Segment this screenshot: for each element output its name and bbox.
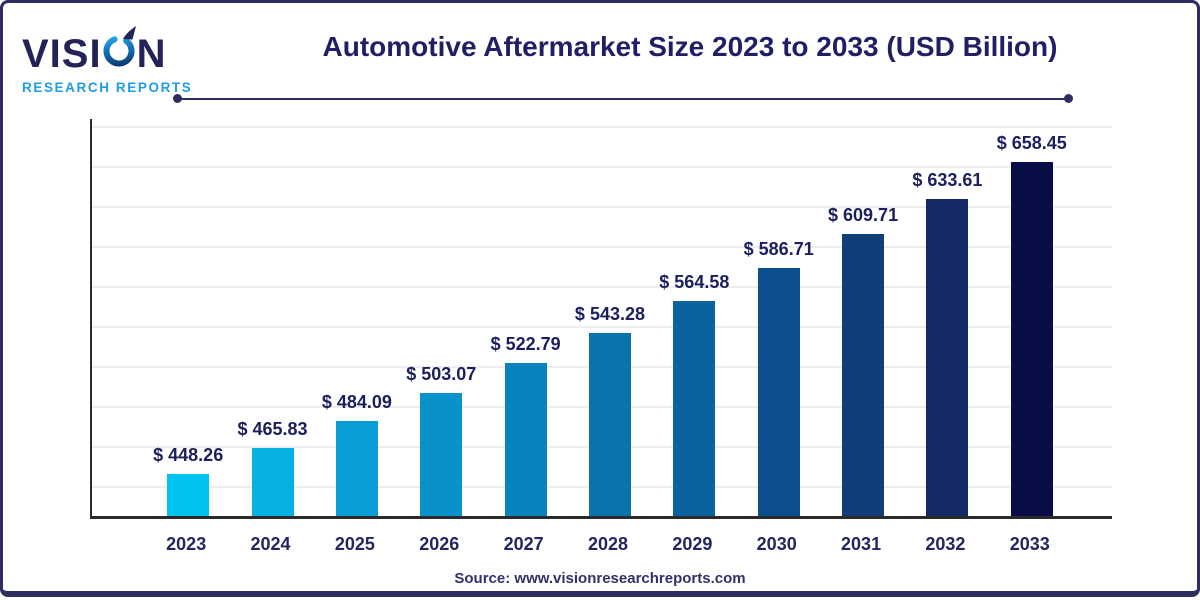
bar-value-label-2031: $ 609.71 bbox=[828, 205, 899, 225]
bar-value-label-2024: $ 465.83 bbox=[237, 419, 308, 439]
bar-2025 bbox=[335, 421, 378, 516]
bar-slot-2033: $ 658.45 bbox=[990, 119, 1074, 516]
bar-slot-2023: $ 448.26 bbox=[146, 119, 230, 516]
x-axis-label-2031: 2031 bbox=[841, 534, 882, 554]
bar-slot-2024: $ 465.83 bbox=[230, 119, 314, 516]
bar-2023 bbox=[167, 474, 210, 516]
underline-left-dot bbox=[173, 94, 182, 103]
x-axis-label-2023: 2023 bbox=[166, 534, 207, 554]
bar-slot-2032: $ 633.61 bbox=[905, 119, 989, 516]
logo-text-post: N bbox=[136, 32, 167, 76]
title-underline bbox=[177, 98, 1068, 100]
logo-text-pre: VISI bbox=[22, 32, 102, 76]
bar-slot-2030: $ 586.71 bbox=[737, 119, 821, 516]
bar-value-label-2025: $ 484.09 bbox=[321, 392, 392, 412]
bar-value-label-2028: $ 543.28 bbox=[574, 304, 646, 324]
bar-value-label-2023: $ 448.26 bbox=[153, 445, 224, 465]
bar-value-label-2029: $ 564.58 bbox=[659, 272, 730, 292]
bar-2028 bbox=[588, 333, 631, 516]
bar-slot-2031: $ 609.71 bbox=[821, 119, 905, 516]
bar-slot-2029: $ 564.58 bbox=[652, 119, 736, 516]
source-attribution: Source: www.visionresearchreports.com bbox=[454, 570, 746, 587]
bar-2031 bbox=[842, 234, 885, 516]
x-axis-labels: 2023 2024 2025 2026 2027 2028 2029 2030 2031 2032… bbox=[144, 534, 1072, 555]
chart-title: Automotive Aftermarket Size 2023 to 2033… bbox=[322, 31, 1058, 62]
bar-2029 bbox=[673, 301, 716, 516]
x-axis-label-2027: 2027 bbox=[503, 534, 544, 554]
bar-slot-2025: $ 484.09 bbox=[315, 119, 399, 516]
logo-wordmark: VISI N bbox=[22, 26, 192, 76]
vision-research-reports-logo: VISI N RESEARCH REPORTS bbox=[22, 26, 192, 95]
bar-2032 bbox=[926, 199, 969, 516]
bar-value-label-2033: $ 658.45 bbox=[996, 133, 1067, 153]
bar-2027 bbox=[504, 363, 547, 516]
bar-value-label-2032: $ 633.61 bbox=[912, 170, 983, 190]
logo-subtitle: RESEARCH REPORTS bbox=[22, 79, 193, 95]
bar-value-label-2027: $ 522.79 bbox=[490, 334, 561, 354]
x-axis-label-2029: 2029 bbox=[672, 534, 713, 554]
x-axis-label-2024: 2024 bbox=[250, 534, 291, 554]
bar-value-label-2026: $ 503.07 bbox=[406, 364, 477, 384]
bar-2026 bbox=[420, 393, 463, 516]
bar-slot-2026: $ 503.07 bbox=[399, 119, 483, 516]
bar-2030 bbox=[757, 268, 800, 516]
x-axis-label-2030: 2030 bbox=[756, 534, 797, 554]
chart-plot-area: $ 448.26 $ 465.83 $ 484.09 $ 503.07 $ 522.79… bbox=[90, 119, 1112, 519]
x-axis-label-2033: 2033 bbox=[1009, 534, 1050, 554]
logo-drop-icon bbox=[103, 26, 136, 72]
x-axis-label-2025: 2025 bbox=[334, 534, 375, 554]
bar-slot-2027: $ 522.79 bbox=[483, 119, 567, 516]
underline-right-dot bbox=[1064, 94, 1073, 103]
bars-group: $ 448.26 $ 465.83 $ 484.09 $ 503.07 $ 522.79… bbox=[146, 119, 1074, 516]
bar-value-label-2030: $ 586.71 bbox=[743, 239, 814, 259]
x-axis-label-2032: 2032 bbox=[925, 534, 966, 554]
x-axis-label-2026: 2026 bbox=[419, 534, 460, 554]
x-axis-label-2028: 2028 bbox=[587, 534, 628, 554]
bar-slot-2028: $ 543.28 bbox=[568, 119, 652, 516]
bar-2033 bbox=[1010, 162, 1053, 516]
bar-2024 bbox=[251, 448, 294, 516]
